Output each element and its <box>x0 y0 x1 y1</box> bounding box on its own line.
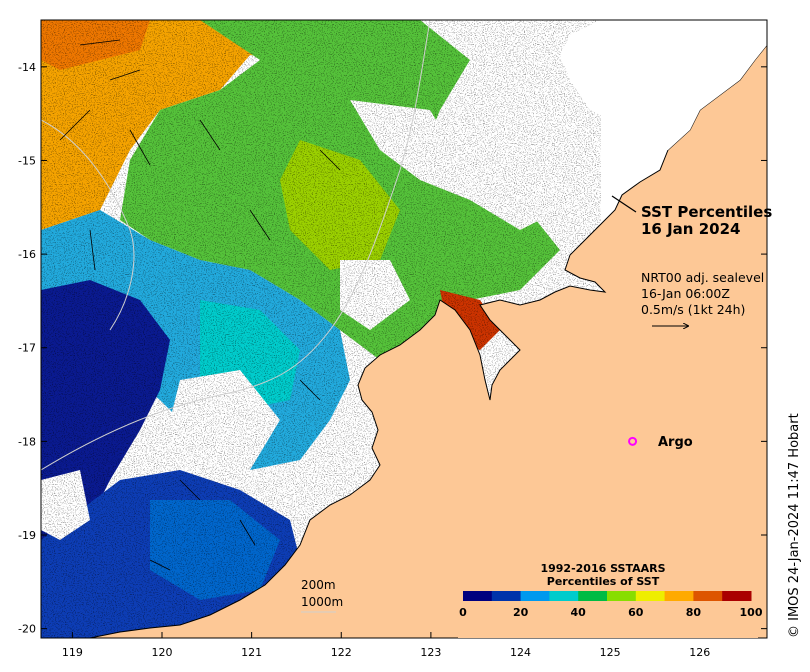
lat-tick-label: -15 <box>18 154 36 167</box>
lat-tick-label: -20 <box>18 623 36 636</box>
lon-tick-label: 122 <box>331 646 352 659</box>
title-pointer-line <box>611 195 637 213</box>
colorbar-swatch <box>722 591 752 601</box>
lat-tick-label: -16 <box>18 248 36 261</box>
argo-marker <box>628 436 638 446</box>
colorbar-title-line1: 1992-2016 SSTAARS <box>540 562 665 575</box>
lon-tick-label: 126 <box>689 646 710 659</box>
colorbar-tick-label: 0 <box>459 606 467 619</box>
lat-tick-label: -18 <box>18 435 36 448</box>
contour-legend-200m: 200m <box>301 578 336 592</box>
colorbar-swatch <box>463 591 493 601</box>
contour-legend-1000m: 1000m <box>301 595 343 609</box>
contour-200m <box>41 119 135 331</box>
lon-tick-label: 119 <box>62 646 83 659</box>
colorbar-swatch <box>549 591 579 601</box>
colorbar-tick-label: 100 <box>740 606 763 619</box>
colorbar-swatch <box>693 591 723 601</box>
colorbar-swatch <box>635 591 666 601</box>
longitude-axis: 119 120 121 122 123 124 125 126 <box>62 632 710 659</box>
map-title-line2: 16 Jan 2024 <box>641 220 740 238</box>
current-source-label: NRT00 adj. sealevel <box>641 270 764 285</box>
colorbar-swatch <box>491 591 522 601</box>
colorbar-swatch <box>607 591 637 601</box>
colorbar-swatch <box>520 591 550 601</box>
colorbar-swatch <box>664 591 694 601</box>
imos-credit: © IMOS 24-Jan-2024 11:47 Hobart <box>787 413 802 638</box>
map-title-line1: SST Percentiles <box>641 203 772 221</box>
current-scale-label: 0.5m/s (1kt 24h) <box>641 302 745 317</box>
colorbar-title-line2: Percentiles of SST <box>547 575 660 588</box>
plot-frame <box>40 19 768 639</box>
lat-tick-label: -14 <box>18 61 36 74</box>
colorbar-tick-label: 20 <box>513 606 529 619</box>
colorbar: 1992-2016 SSTAARS Percentiles of SST 0 20… <box>458 562 763 638</box>
lon-tick-label: 120 <box>152 646 173 659</box>
sst-field <box>41 20 601 638</box>
current-vectors <box>59 39 341 571</box>
colorbar-tick-label: 40 <box>571 606 587 619</box>
lon-tick-label: 121 <box>241 646 262 659</box>
lon-tick-label: 123 <box>420 646 441 659</box>
argo-label: Argo <box>658 435 693 450</box>
cloud-gap-land-edge <box>560 20 767 150</box>
latitude-axis: -14 -15 -16 -17 -18 -19 -20 <box>18 61 767 636</box>
lon-tick-label: 125 <box>600 646 621 659</box>
lat-tick-label: -19 <box>18 529 36 542</box>
lat-tick-label: -17 <box>18 342 36 355</box>
lon-tick-label: 124 <box>510 646 531 659</box>
land-mass <box>89 20 767 638</box>
colorbar-background <box>458 565 758 638</box>
current-time-label: 16-Jan 06:00Z <box>641 286 730 301</box>
plot-area <box>41 20 767 638</box>
colorbar-swatch <box>578 591 608 601</box>
colorbar-tick-label: 60 <box>628 606 644 619</box>
contour-1000m <box>41 20 431 471</box>
colorbar-tick-label: 80 <box>686 606 702 619</box>
